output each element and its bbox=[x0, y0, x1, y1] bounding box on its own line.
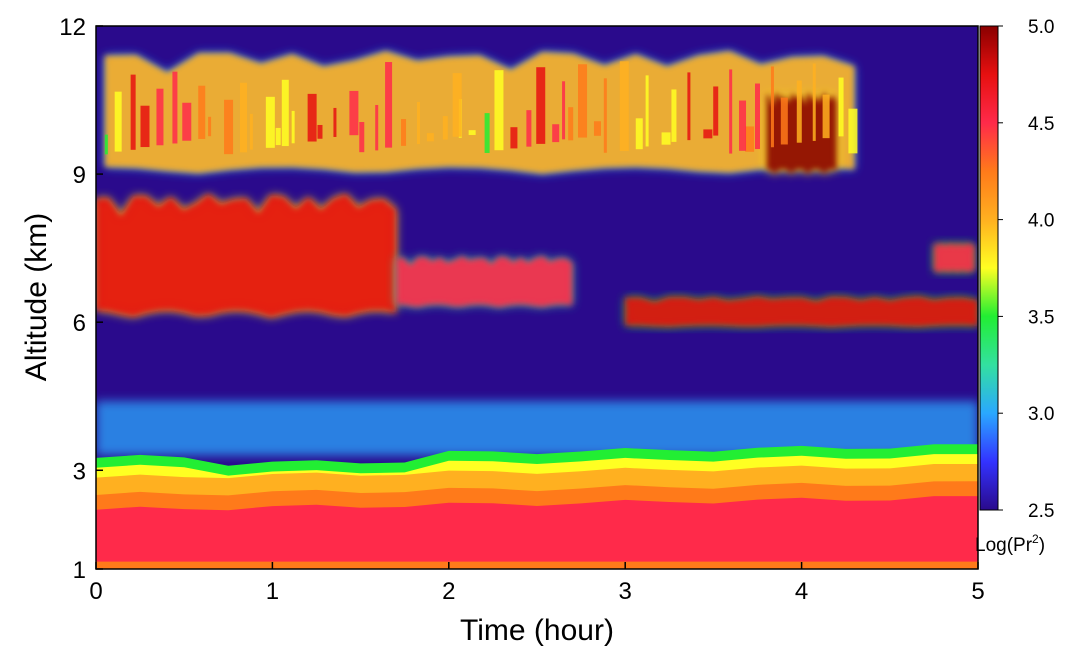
heatmap-cirrus-streak bbox=[796, 80, 802, 143]
heatmap-cirrus-streak bbox=[307, 93, 317, 142]
heatmap-cirrus-streak bbox=[619, 61, 629, 151]
y-tick-label: 1 bbox=[73, 557, 86, 584]
heatmap-cirrus-streak bbox=[401, 119, 407, 146]
x-tick-label: 2 bbox=[442, 578, 455, 605]
heatmap-cirrus-streak bbox=[375, 104, 379, 151]
heatmap-cloud-region bbox=[933, 242, 975, 273]
heatmap-cirrus-streak bbox=[703, 129, 713, 139]
heatmap-cirrus-streak bbox=[536, 67, 546, 144]
x-axis: 0 1 2 3 4 5 bbox=[89, 562, 985, 605]
heatmap-cirrus-streak bbox=[770, 66, 774, 148]
heatmap-cirrus-streak bbox=[442, 116, 448, 140]
plot-frame bbox=[95, 25, 979, 570]
colorbar-tick-label: 4.0 bbox=[1028, 211, 1054, 232]
y-tick-label: 12 bbox=[59, 14, 86, 41]
heatmap-cirrus-streak bbox=[385, 62, 393, 148]
heatmap-regions bbox=[96, 51, 978, 569]
x-tick-label: 3 bbox=[619, 578, 632, 605]
heatmap-cirrus-streak bbox=[578, 64, 588, 138]
heatmap-cirrus-streak bbox=[208, 116, 212, 137]
colorbar-tick-label: 3.5 bbox=[1028, 307, 1054, 328]
heatmap-cirrus-streak bbox=[291, 110, 295, 144]
colorbar-gradient bbox=[979, 25, 999, 511]
y-tick-label: 3 bbox=[73, 458, 86, 485]
heatmap-cirrus-streak bbox=[359, 122, 365, 153]
y-axis-title: Altitude (km) bbox=[20, 213, 53, 381]
heatmap-cirrus-streak bbox=[317, 124, 323, 139]
x-tick-label: 4 bbox=[795, 578, 808, 605]
heatmap-cirrus-streak bbox=[130, 74, 136, 150]
heatmap-cirrus-streak bbox=[812, 63, 816, 141]
colorbar-tick-label: 5.0 bbox=[1028, 17, 1054, 38]
heatmap-band-midlevel bbox=[96, 401, 978, 456]
heatmap-plot-area bbox=[96, 26, 978, 569]
heatmap-cirrus-streak bbox=[838, 77, 844, 137]
heatmap-cloud-region bbox=[395, 256, 573, 308]
heatmap-cirrus-streak bbox=[275, 127, 281, 146]
colorbar-ticks: 2.5 3.0 3.5 4.0 4.5 5.0 bbox=[998, 17, 1054, 522]
colorbar-tick-label: 3.0 bbox=[1028, 404, 1054, 425]
heatmap-cirrus-streak bbox=[468, 130, 476, 135]
heatmap-cirrus-streak bbox=[552, 124, 560, 143]
heatmap-cirrus-streak bbox=[562, 81, 566, 140]
heatmap-cirrus-streak bbox=[848, 108, 858, 154]
heatmap-cloud-region bbox=[96, 194, 396, 317]
heatmap-cirrus-streak bbox=[452, 73, 462, 137]
colorbar-tick-label: 4.5 bbox=[1028, 114, 1054, 135]
heatmap-cloud-region bbox=[625, 296, 978, 328]
y-axis: 1 3 6 9 12 bbox=[59, 14, 103, 584]
heatmap-cirrus-streak bbox=[593, 121, 601, 136]
heatmap-cirrus-streak bbox=[780, 97, 788, 145]
colorbar-label-base: Log(Pr bbox=[975, 535, 1033, 556]
heatmap-cirrus-streak bbox=[510, 127, 518, 149]
heatmap-cirrus-streak bbox=[156, 88, 164, 146]
colorbar-label-sup: 2 bbox=[1032, 532, 1039, 546]
colorbar-label-end: ) bbox=[1039, 535, 1045, 556]
colorbar-tick-label: 2.5 bbox=[1028, 501, 1054, 522]
heatmap-cirrus-streak bbox=[687, 72, 691, 141]
x-tick-label: 1 bbox=[266, 578, 279, 605]
colorbar: 2.5 3.0 3.5 4.0 4.5 5.0 Log(Pr2) bbox=[975, 17, 1054, 556]
heatmap-cirrus-streak bbox=[417, 102, 421, 145]
heatmap-cirrus-streak bbox=[333, 107, 337, 137]
colorbar-label: Log(Pr2) bbox=[975, 532, 1045, 556]
heatmap-cirrus-streak bbox=[494, 70, 504, 151]
heatmap-cirrus-streak bbox=[249, 113, 253, 150]
heatmap-cirrus-streak bbox=[281, 79, 289, 147]
heatmap-cirrus-streak bbox=[729, 69, 733, 154]
heatmap-cirrus-streak bbox=[224, 99, 234, 155]
heatmap-cirrus-streak bbox=[822, 94, 830, 139]
heatmap-cirrus-streak bbox=[745, 126, 755, 152]
x-axis-title: Time (hour) bbox=[460, 614, 614, 647]
heatmap-cirrus-streak bbox=[240, 82, 248, 153]
heatmap-cirrus-streak bbox=[172, 71, 178, 144]
heatmap-cirrus-streak bbox=[426, 133, 434, 142]
heatmap-cirrus-streak bbox=[140, 105, 150, 148]
heatmap-cirrus-streak bbox=[603, 78, 607, 153]
heatmap-cirrus-streak bbox=[182, 102, 192, 141]
heatmap-cirrus-streak bbox=[104, 134, 108, 155]
y-tick-label: 9 bbox=[73, 162, 86, 189]
heatmap-cirrus-streak bbox=[349, 90, 359, 136]
heatmap-cirrus-streak bbox=[661, 132, 671, 145]
heatmap-cirrus-streak bbox=[645, 75, 649, 147]
heatmap-cirrus-streak bbox=[739, 100, 747, 151]
heatmap-cirrus-streak bbox=[635, 118, 643, 150]
heatmap-cirrus-streak bbox=[484, 113, 490, 153]
heatmap-cirrus-streak bbox=[671, 89, 677, 142]
heatmap-cirrus-streak bbox=[265, 96, 275, 148]
heatmap-cirrus-streak bbox=[568, 107, 574, 141]
x-tick-label: 5 bbox=[971, 578, 984, 605]
heatmap-cirrus-streak bbox=[755, 83, 761, 150]
y-tick-label: 6 bbox=[73, 310, 86, 337]
heatmap-boundary-layer-band bbox=[96, 508, 978, 552]
heatmap-cirrus-streak bbox=[526, 110, 532, 147]
x-tick-label: 0 bbox=[89, 578, 102, 605]
heatmap-cirrus-streak bbox=[713, 86, 719, 136]
heatmap-cirrus-streak bbox=[114, 91, 122, 152]
heatmap-cirrus-streak bbox=[198, 85, 206, 139]
